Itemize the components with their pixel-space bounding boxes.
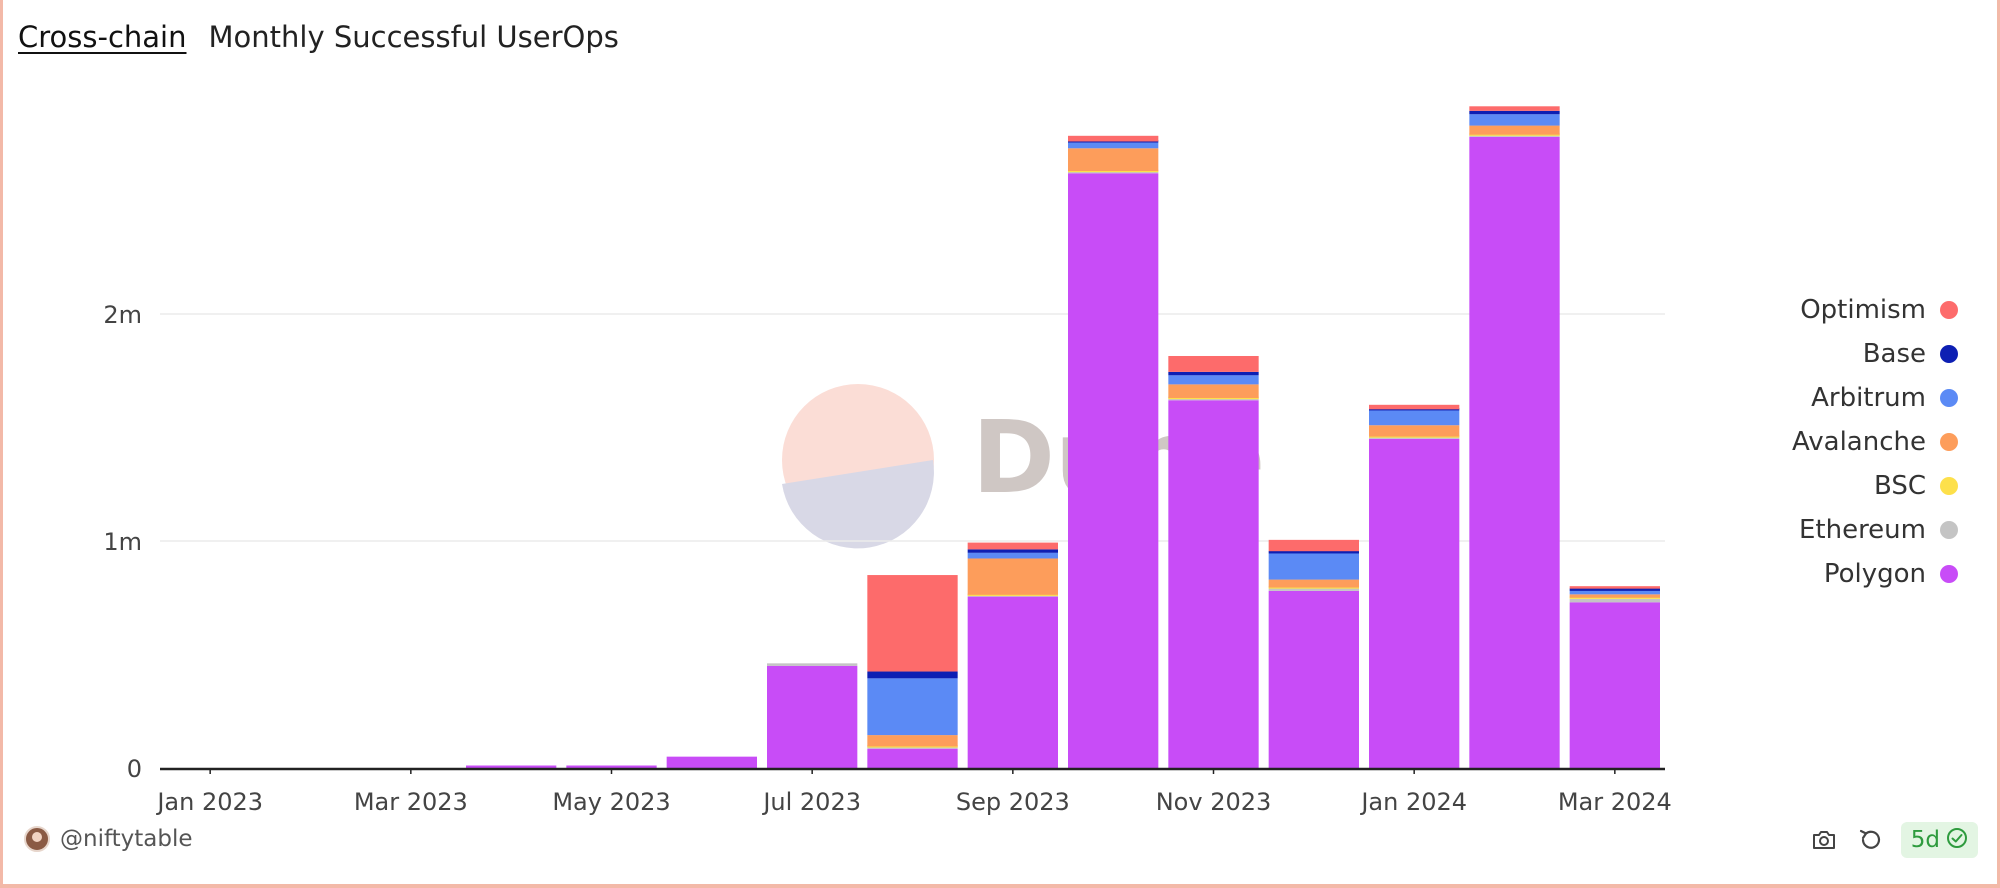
- bar-segment-polygon[interactable]: [1068, 173, 1159, 768]
- x-tick-label: Jul 2023: [761, 788, 861, 816]
- user-avatar[interactable]: [24, 826, 50, 852]
- bar-segment-base[interactable]: [1469, 110, 1560, 115]
- bar-segment-optimism[interactable]: [1068, 135, 1159, 142]
- bar-segment-arbitrum[interactable]: [1469, 114, 1560, 126]
- bar-segment-ethereum[interactable]: [767, 663, 858, 666]
- bar-segment-avalanche[interactable]: [1068, 148, 1159, 171]
- y-tick-label: 2m: [103, 301, 142, 329]
- legend-swatch: [1940, 433, 1958, 451]
- bar-segment-optimism[interactable]: [1569, 586, 1660, 589]
- bar-segment-base[interactable]: [1168, 371, 1259, 376]
- bar-segment-polygon[interactable]: [566, 765, 657, 769]
- bar-segment-polygon[interactable]: [1268, 590, 1359, 768]
- legend-label: Optimism: [1800, 295, 1926, 325]
- legend-swatch: [1940, 345, 1958, 363]
- bar-segment-optimism[interactable]: [1268, 539, 1359, 552]
- legend-item-ethereum[interactable]: Ethereum: [1792, 508, 1958, 552]
- bar-segment-arbitrum[interactable]: [1369, 410, 1460, 426]
- legend-swatch: [1940, 301, 1958, 319]
- legend-label: BSC: [1873, 471, 1926, 501]
- bar-segment-optimism[interactable]: [867, 575, 958, 672]
- bar-segment-polygon[interactable]: [967, 596, 1058, 768]
- x-tick-label: Sep 2023: [956, 788, 1070, 816]
- bar-segment-ethereum[interactable]: [1569, 598, 1660, 603]
- bar-segment-base[interactable]: [1569, 588, 1660, 591]
- x-tick-label: Jan 2024: [1359, 788, 1467, 816]
- legend-label: Base: [1862, 339, 1926, 369]
- bar-segment-arbitrum[interactable]: [1268, 553, 1359, 580]
- bar-segment-base[interactable]: [1268, 550, 1359, 554]
- legend-swatch: [1940, 389, 1958, 407]
- author-username[interactable]: @niftytable: [60, 826, 193, 852]
- bar-segment-polygon[interactable]: [867, 748, 958, 768]
- legend-item-bsc[interactable]: BSC: [1792, 464, 1958, 508]
- bar-segment-ethereum[interactable]: [1268, 588, 1359, 591]
- bar-segment-optimism[interactable]: [1469, 106, 1560, 111]
- y-tick-label: 0: [127, 755, 142, 783]
- legend-item-avalanche[interactable]: Avalanche: [1792, 420, 1958, 464]
- footer-actions: 5d: [1809, 822, 1978, 858]
- legend-item-optimism[interactable]: Optimism: [1792, 288, 1958, 332]
- legend-label: Polygon: [1823, 559, 1926, 589]
- x-tick-label: Mar 2023: [354, 788, 468, 816]
- watermark-logo-wedge: [782, 460, 934, 549]
- legend-item-base[interactable]: Base: [1792, 332, 1958, 376]
- bar-segment-avalanche[interactable]: [1569, 594, 1660, 598]
- bar-segment-arbitrum[interactable]: [1569, 590, 1660, 595]
- bar-segment-avalanche[interactable]: [1268, 579, 1359, 588]
- freshness-label: 5d: [1910, 827, 1940, 853]
- chart-header: Cross-chain Monthly Successful UserOps: [18, 20, 619, 54]
- legend-item-arbitrum[interactable]: Arbitrum: [1792, 376, 1958, 420]
- bar-segment-polygon[interactable]: [1569, 602, 1660, 768]
- chart-legend: Optimism Base Arbitrum Avalanche BSC Ethereum…: [1792, 288, 1958, 596]
- legend-label: Arbitrum: [1811, 383, 1926, 413]
- bar-segment-arbitrum[interactable]: [1068, 142, 1159, 149]
- bar-segment-arbitrum[interactable]: [967, 552, 1058, 559]
- bar-segment-polygon[interactable]: [1469, 136, 1560, 768]
- x-tick-label: Jan 2023: [155, 788, 263, 816]
- bar-segment-polygon[interactable]: [767, 665, 858, 768]
- legend-label: Ethereum: [1798, 515, 1926, 545]
- legend-item-polygon[interactable]: Polygon: [1792, 552, 1958, 596]
- bar-segment-base[interactable]: [967, 549, 1058, 553]
- bar-segment-optimism[interactable]: [1168, 355, 1259, 372]
- author-info: @niftytable: [24, 826, 193, 852]
- legend-swatch: [1940, 565, 1958, 583]
- bar-segment-avalanche[interactable]: [1469, 125, 1560, 135]
- refresh-icon[interactable]: [1855, 825, 1885, 855]
- bar-segment-polygon[interactable]: [466, 765, 557, 769]
- bar-segment-avalanche[interactable]: [967, 558, 1058, 595]
- legend-swatch: [1940, 521, 1958, 539]
- check-circle-icon: [1946, 827, 1968, 853]
- freshness-badge[interactable]: 5d: [1900, 822, 1978, 858]
- legend-label: Avalanche: [1792, 427, 1926, 457]
- y-tick-label: 1m: [103, 528, 142, 556]
- legend-swatch: [1940, 477, 1958, 495]
- bar-segment-optimism[interactable]: [967, 542, 1058, 550]
- bar-segment-arbitrum[interactable]: [1168, 375, 1259, 385]
- bar-segment-base[interactable]: [867, 671, 958, 679]
- bar-segment-avalanche[interactable]: [1168, 384, 1259, 398]
- x-tick-label: Mar 2024: [1558, 788, 1672, 816]
- bar-segment-arbitrum[interactable]: [867, 678, 958, 736]
- x-tick-label: Nov 2023: [1156, 788, 1272, 816]
- bar-segment-polygon[interactable]: [666, 756, 757, 768]
- bar-segment-polygon[interactable]: [1369, 438, 1460, 768]
- tab-cross-chain[interactable]: Cross-chain: [18, 20, 187, 54]
- bar-segment-avalanche[interactable]: [867, 735, 958, 747]
- bar-segment-polygon[interactable]: [1168, 400, 1259, 768]
- bar-segment-optimism[interactable]: [1369, 404, 1460, 410]
- camera-icon[interactable]: [1809, 825, 1839, 855]
- bar-segment-avalanche[interactable]: [1369, 425, 1460, 437]
- chart-title: Monthly Successful UserOps: [208, 20, 619, 54]
- x-tick-label: May 2023: [552, 788, 670, 816]
